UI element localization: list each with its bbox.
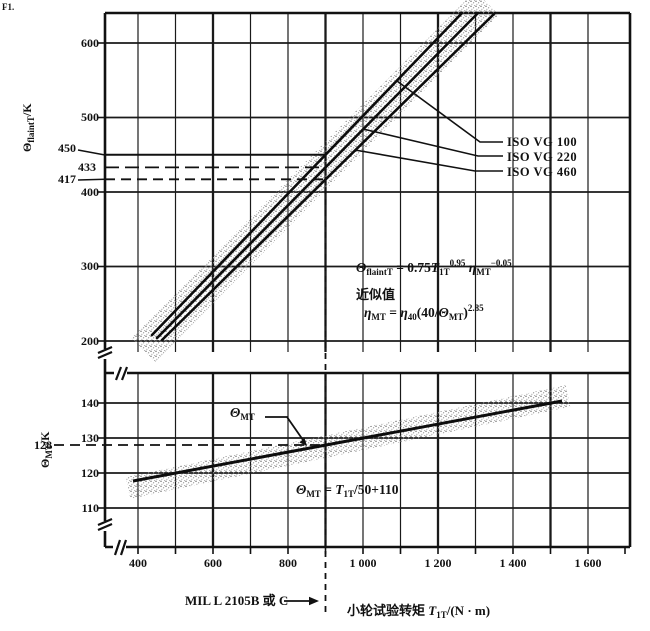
- top-y-tick-200: 200: [81, 334, 99, 348]
- ref-label-450: 450: [58, 141, 76, 155]
- corner-fragment: F1.: [2, 2, 15, 12]
- axis-break-marks: [97, 345, 129, 556]
- axis-ticks: [97, 42, 626, 554]
- theta-mt-curve-label: ΘMT: [230, 405, 255, 422]
- bottom-y-tick-130: 130: [81, 431, 99, 445]
- leader-450: [77, 149, 106, 156]
- iso-vg-220-label: ISO VG 220: [507, 149, 578, 164]
- x-tick-1600: 1 600: [574, 556, 602, 570]
- top-y-tick-400: 400: [81, 185, 99, 199]
- x-tick-800: 800: [279, 556, 297, 570]
- mil-annotation: MIL L 2105B 或 C: [185, 593, 289, 608]
- top-y-tick-500: 500: [81, 110, 99, 124]
- x-tick-1000: 1 000: [349, 556, 377, 570]
- leader-417: [77, 178, 106, 181]
- x-tick-600: 600: [204, 556, 222, 570]
- bottom-y-tick-140: 140: [81, 396, 99, 410]
- curve-iso-vg-460: [160, 11, 497, 342]
- x-tick-1200: 1 200: [424, 556, 452, 570]
- iso-label-leaders: [354, 80, 503, 172]
- top-y-axis-label: ΘflaintT/K: [20, 103, 36, 152]
- bottom-y-tick-120: 120: [81, 466, 99, 480]
- iso-vg-100-label: ISO VG 100: [507, 135, 578, 149]
- formula-flash-temperature: ΘflaintT = 0.75T1T0.95 ηMT−0.05: [356, 258, 512, 277]
- approx-value-label: 近似值: [356, 287, 396, 302]
- curve-iso-vg-220: [155, 11, 480, 340]
- formula-theta-mt: ΘMT = T1T/50+110: [296, 482, 399, 499]
- curve-iso-vg-100: [150, 11, 464, 337]
- ref-label-433: 433: [78, 160, 96, 174]
- x-tick-400: 400: [129, 556, 147, 570]
- top-y-tick-600: 600: [81, 36, 99, 50]
- iso-vg-460-label: ISO VG 460: [507, 164, 578, 179]
- theta-mt-arrow: [265, 416, 307, 446]
- x-axis-title: 小轮试验转矩 T1T/(N · m): [347, 603, 491, 620]
- mil-arrow: [284, 596, 319, 606]
- curve-theta-mt: [132, 399, 563, 483]
- ref-label-128: 128: [34, 438, 52, 452]
- ref-label-417: 417: [58, 172, 76, 186]
- plot-frames: [103, 11, 632, 549]
- top-y-tick-300: 300: [81, 259, 99, 273]
- bottom-y-tick-110: 110: [81, 501, 99, 515]
- formula-eta: ηMT = η40(40/ΘMT)2.85: [364, 303, 484, 322]
- x-tick-1400: 1 400: [499, 556, 527, 570]
